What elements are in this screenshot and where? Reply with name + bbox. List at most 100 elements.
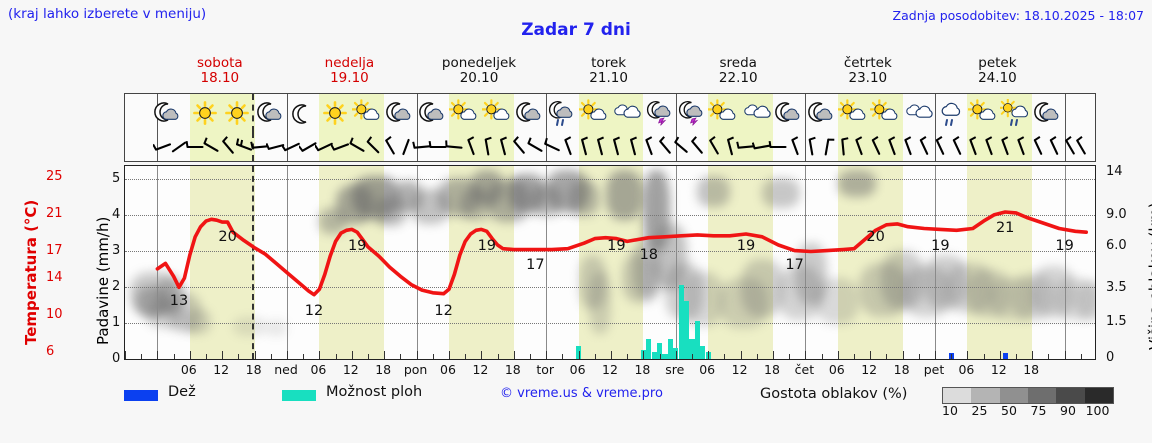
x-tick xyxy=(708,351,710,359)
x-axis-tick-label: 18 xyxy=(504,362,521,377)
x-axis-tick-label: ned xyxy=(274,362,298,377)
wind-barb xyxy=(265,132,286,162)
wind-barb xyxy=(347,132,367,162)
cloud-density-tick-label: 100 xyxy=(1085,403,1110,418)
day-separator xyxy=(1064,132,1066,161)
x-tick xyxy=(238,354,240,359)
cloud-density-swatch xyxy=(1084,388,1113,403)
cloud-density-swatch xyxy=(999,388,1028,403)
x-tick xyxy=(465,354,467,359)
wind-barb-row xyxy=(124,132,1096,162)
day-date: 24.10 xyxy=(978,70,1017,86)
temperature-value-label: 19 xyxy=(1055,238,1074,255)
x-tick xyxy=(740,351,742,359)
day-date: 21.10 xyxy=(589,70,628,86)
day-date: 19.10 xyxy=(330,70,369,86)
cloud-density-blob xyxy=(265,320,287,336)
wind-barb xyxy=(1028,132,1048,162)
temperature-tick-label: 6 xyxy=(46,343,55,359)
x-tick xyxy=(206,354,207,359)
wind-barb xyxy=(930,132,950,162)
cloud-density-blob xyxy=(1053,277,1095,321)
cloud-density-tick-label: 25 xyxy=(971,403,988,418)
day-separator xyxy=(935,94,936,132)
x-tick xyxy=(157,351,159,359)
x-tick xyxy=(1032,351,1034,359)
x-tick xyxy=(141,354,143,359)
x-axis-tick-label: 12 xyxy=(472,362,489,377)
moon-cloud-icon xyxy=(1031,94,1065,133)
gridline-horizontal xyxy=(125,286,1095,288)
wind-barb xyxy=(995,132,1015,162)
wind-barb xyxy=(558,132,578,162)
cloud-density-blob xyxy=(816,277,860,325)
daylight-band xyxy=(837,166,903,359)
wind-barb xyxy=(412,132,432,162)
now-marker xyxy=(251,94,254,132)
x-tick xyxy=(287,351,288,359)
cloud-drizzle-icon xyxy=(934,94,968,133)
last-update-text: Zadnja posodobitev: 18.10.2025 - 18:07 xyxy=(892,8,1144,23)
precipitation-tick-label: 0 xyxy=(112,351,121,366)
cloud-density-blob xyxy=(508,173,547,213)
copyright-link[interactable]: © vreme.us & vreme.pro xyxy=(500,386,663,401)
x-tick xyxy=(773,351,774,359)
cloud-height-tick-label: 3.5 xyxy=(1106,280,1127,295)
moon-cloud-icon xyxy=(805,94,839,133)
x-tick xyxy=(627,354,629,359)
x-tick xyxy=(432,354,434,359)
temperature-value-label: 18 xyxy=(639,247,659,264)
x-tick xyxy=(935,351,936,359)
cloud-density-blob xyxy=(130,272,179,315)
x-tick xyxy=(886,354,888,359)
x-tick xyxy=(999,351,1001,359)
day-separator xyxy=(287,94,288,132)
cloud-density-blob xyxy=(351,175,401,219)
sun-cloud-drizzle-icon xyxy=(999,94,1033,133)
sun-icon xyxy=(189,94,223,133)
chart-legend: Dež Možnost ploh © vreme.us & vreme.pro … xyxy=(124,384,1124,426)
x-tick xyxy=(756,354,758,359)
cloud-density-swatch xyxy=(1056,388,1085,403)
wind-barb xyxy=(152,132,173,162)
x-axis-tick-label: 12 xyxy=(602,362,618,377)
moon-cloud-icon xyxy=(772,94,806,133)
x-axis-tick-label: pon xyxy=(403,362,428,377)
precipitation-tick-label: 5 xyxy=(112,170,121,186)
x-axis-tick-label: 18 xyxy=(634,362,651,377)
sun-cloud-icon xyxy=(707,94,741,133)
wind-barb xyxy=(736,132,756,162)
temperature-tick-label: 10 xyxy=(46,306,63,322)
x-axis-tick-label: 18 xyxy=(764,362,780,377)
moon-cloud-icon xyxy=(254,94,288,133)
cloud-density-blob xyxy=(778,266,822,321)
wind-barb xyxy=(898,132,918,162)
cloud-density-tick-label: 90 xyxy=(1060,403,1076,418)
cloud-density-blob xyxy=(989,277,1038,321)
wind-barb xyxy=(493,132,513,162)
showers-bar xyxy=(575,346,582,359)
x-tick xyxy=(918,354,920,359)
cloud-density-blob xyxy=(837,169,876,197)
precipitation-axis-title: Padavine (mm/h) xyxy=(94,216,112,345)
cloud-height-axis-title: Višina oblakov (km) xyxy=(1146,202,1152,350)
cloud-density-swatch xyxy=(1027,388,1057,403)
sun-cloud-icon xyxy=(837,94,871,133)
precipitation-tick-label: 1 xyxy=(112,314,121,330)
day-separator xyxy=(546,94,548,132)
location-menu-hint[interactable]: (kraj lahko izberete v meniju) xyxy=(8,6,207,22)
x-axis-tick-label: 06 xyxy=(569,362,586,377)
showers-bar xyxy=(694,321,701,359)
x-tick xyxy=(789,354,791,359)
temperature-value-label: 19 xyxy=(347,238,367,255)
wind-barb xyxy=(947,132,967,162)
temperature-value-label: 21 xyxy=(995,219,1015,236)
wind-barb xyxy=(169,132,189,162)
temperature-value-label: 19 xyxy=(607,238,626,255)
day-separator xyxy=(546,132,548,161)
day-separator xyxy=(546,166,548,359)
showers-bar xyxy=(656,342,663,359)
wind-barb xyxy=(234,132,254,162)
sun-cloud-icon xyxy=(967,94,1001,133)
sun-cloud-icon xyxy=(481,94,515,133)
